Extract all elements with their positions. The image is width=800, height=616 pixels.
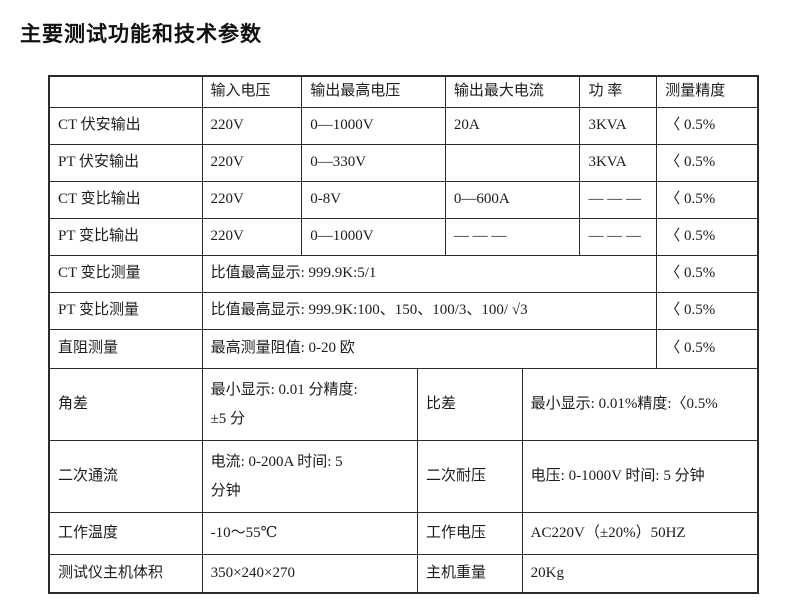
pair-value-2: AC220V（±20%）50HZ: [530, 524, 686, 541]
input-voltage-value: 220V: [203, 182, 303, 218]
row-label: 测试仪主机体积: [50, 555, 203, 592]
pair-value-2: 电压: 0-1000V 时间: 5 分钟: [530, 468, 705, 484]
pair-label-2: 主机重量: [418, 555, 523, 592]
header-accuracy: 测量精度: [665, 83, 726, 100]
max-voltage-value: 0—1000V: [302, 108, 446, 144]
accuracy-value: 〈 0.5%: [665, 340, 716, 357]
header-max-output-voltage: 输出最高电压: [302, 77, 446, 107]
power-value: 3KVA: [580, 145, 658, 181]
pair-label-2: 比差: [418, 369, 523, 440]
spec-table: 输入电压 输出最高电压 输出最大电流 功 率 测量精度 CT 伏安输出 220V…: [48, 75, 759, 594]
row-label: PT 变比输出: [50, 219, 203, 255]
max-current-value: 0—600A: [446, 182, 581, 218]
pair-value-1: 电流: 0-200A 时间: 5 分钟: [203, 441, 418, 512]
header-input-voltage: 输入电压: [203, 77, 303, 107]
accuracy-value: 〈 0.5%: [665, 191, 716, 208]
table-row-ct-ratio-measure: CT 变比测量 比值最高显示: 999.9K:5/1 〈 0.5%: [50, 256, 757, 293]
pair-value-2: 20Kg: [530, 564, 565, 581]
pair-value-1: -10～55℃: [203, 513, 418, 554]
header-max-output-current: 输出最大电流: [446, 77, 581, 107]
max-voltage-value: 0-8V: [302, 182, 446, 218]
pair-value-1: 最小显示: 0.01 分精度: ±5 分: [203, 369, 418, 440]
table-row-secondary-current: 二次通流 电流: 0-200A 时间: 5 分钟 二次耐压 电压: 0-1000…: [50, 441, 757, 513]
accuracy-value: 〈 0.5%: [665, 302, 716, 319]
max-voltage-value: 0—1000V: [302, 219, 446, 255]
power-value: — — —: [580, 219, 658, 255]
power-value: 3KVA: [580, 108, 658, 144]
pair-value-1: 350×240×270: [203, 555, 418, 592]
input-voltage-value: 220V: [203, 219, 303, 255]
row-label: CT 变比测量: [50, 256, 203, 292]
measure-value: 比值最高显示: 999.9K:5/1: [203, 256, 658, 292]
table-row-angle-error: 角差 最小显示: 0.01 分精度: ±5 分 比差 最小显示: 0.01%精度…: [50, 369, 757, 441]
document-page: 主要测试功能和技术参数 输入电压 输出最高电压 输出最大电流 功 率 测量精度 …: [20, 22, 759, 594]
power-value: — — —: [580, 182, 658, 218]
table-row-pt-ratio-measure: PT 变比测量 比值最高显示: 999.9K:100、150、100/3、100…: [50, 293, 757, 330]
row-label: CT 变比输出: [50, 182, 203, 218]
measure-value: 最高测量阻值: 0-20 欧: [203, 330, 658, 368]
row-label: 二次通流: [50, 441, 203, 512]
accuracy-value: 〈 0.5%: [665, 117, 716, 134]
table-row-resistance-measure: 直阻测量 最高测量阻值: 0-20 欧 〈 0.5%: [50, 330, 757, 369]
max-current-value: 20A: [446, 108, 581, 144]
pair-label-2: 工作电压: [418, 513, 523, 554]
table-row-ct-ratio-output: CT 变比输出 220V 0-8V 0—600A — — — 〈 0.5%: [50, 182, 757, 219]
table-row-working-temperature: 工作温度 -10～55℃ 工作电压 AC220V（±20%）50HZ: [50, 513, 757, 555]
table-header-row: 输入电压 输出最高电压 输出最大电流 功 率 测量精度: [50, 77, 757, 108]
max-current-value: [446, 145, 581, 181]
max-voltage-value: 0—330V: [302, 145, 446, 181]
pair-label-2: 二次耐压: [418, 441, 523, 512]
accuracy-value: 〈 0.5%: [665, 265, 716, 282]
input-voltage-value: 220V: [203, 145, 303, 181]
header-power: 功 率: [580, 77, 658, 107]
row-label: PT 伏安输出: [50, 145, 203, 181]
table-row-pt-va-output: PT 伏安输出 220V 0—330V 3KVA 〈 0.5%: [50, 145, 757, 182]
max-current-value: — — —: [446, 219, 581, 255]
page-title: 主要测试功能和技术参数: [20, 22, 262, 46]
row-label: CT 伏安输出: [50, 108, 203, 144]
measure-value: 比值最高显示: 999.9K:100、150、100/3、100/ √3: [203, 293, 658, 329]
header-corner-cell: [50, 77, 203, 107]
row-label: PT 变比测量: [50, 293, 203, 329]
row-label: 直阻测量: [50, 330, 203, 368]
table-row-ct-va-output: CT 伏安输出 220V 0—1000V 20A 3KVA 〈 0.5%: [50, 108, 757, 145]
row-label: 工作温度: [50, 513, 203, 554]
accuracy-value: 〈 0.5%: [665, 228, 716, 245]
row-label: 角差: [50, 369, 203, 440]
table-row-host-dimensions: 测试仪主机体积 350×240×270 主机重量 20Kg: [50, 555, 757, 592]
input-voltage-value: 220V: [203, 108, 303, 144]
pair-value-2: 最小显示: 0.01%精度:〈0.5%: [530, 396, 718, 412]
table-row-pt-ratio-output: PT 变比输出 220V 0—1000V — — — — — — 〈 0.5%: [50, 219, 757, 256]
accuracy-value: 〈 0.5%: [665, 154, 716, 171]
